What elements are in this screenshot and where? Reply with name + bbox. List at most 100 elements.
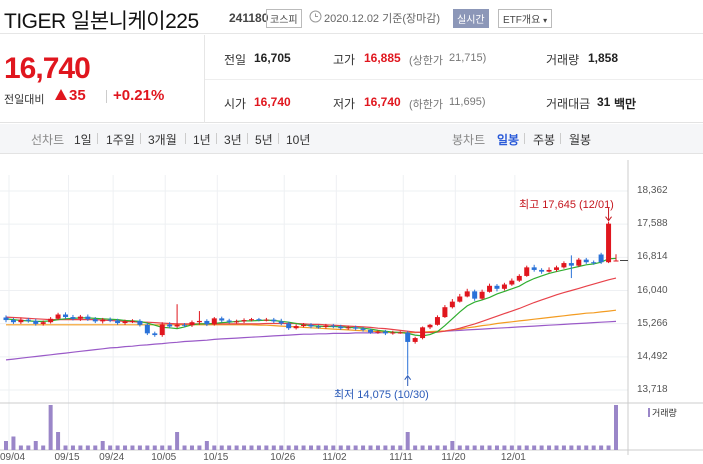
high-label: 고가	[333, 53, 356, 67]
candle-body	[48, 318, 54, 323]
volume-bar	[316, 445, 321, 450]
candle-body	[278, 321, 284, 324]
annotations	[404, 208, 628, 386]
divider	[216, 133, 217, 144]
candle-body	[360, 328, 366, 330]
candle-body	[189, 322, 195, 326]
volume-legend: 거래량	[648, 406, 677, 419]
candle-body	[63, 314, 69, 318]
candle-body	[368, 329, 374, 333]
volume-bar	[137, 445, 142, 450]
volume-bar	[465, 445, 470, 450]
y-tick-label: 17,588	[637, 218, 668, 230]
candle-body	[182, 324, 188, 326]
volume-bar	[614, 405, 618, 450]
candle-body	[487, 285, 493, 292]
period-1y[interactable]: 1년	[193, 133, 211, 147]
candle-body	[375, 331, 381, 333]
chart-grid	[0, 160, 703, 455]
candle-body	[256, 319, 262, 321]
candle-body	[434, 317, 440, 325]
y-tick-label: 18,362	[637, 185, 668, 196]
volume-bar	[70, 445, 75, 450]
candle-chart-tab[interactable]: 봉차트	[452, 133, 486, 147]
candlestick-chart[interactable]	[0, 160, 703, 464]
period-10y[interactable]: 10년	[286, 133, 311, 147]
volume-bar	[18, 445, 23, 450]
volume-bar	[584, 445, 589, 450]
up-triangle-icon	[55, 89, 67, 100]
price-panel	[0, 35, 703, 123]
etf-overview-button[interactable]: ETF개요 ▾	[498, 9, 553, 28]
divider	[560, 133, 561, 144]
upper-limit-value: 21,715)	[449, 52, 487, 64]
volume-bar	[242, 445, 247, 450]
volume-label: 거래량	[546, 53, 580, 67]
line-chart-tab[interactable]: 선차트	[31, 133, 65, 147]
volume-bar	[256, 445, 261, 450]
candle-body	[159, 324, 165, 336]
low-arrowhead	[404, 374, 412, 381]
lower-limit-value: 11,695)	[449, 96, 486, 108]
stock-name: TIGER 일본니케이225	[4, 10, 199, 33]
volume-bar	[599, 445, 604, 450]
candle-body	[70, 317, 76, 319]
divider	[185, 133, 186, 144]
candle-weekly[interactable]: 주봉	[533, 133, 556, 147]
volume-bar	[56, 432, 61, 450]
volume-legend-label: 거래량	[652, 408, 677, 418]
candle-body	[576, 259, 582, 266]
chevron-down-icon: ▾	[543, 16, 548, 25]
period-5y[interactable]: 5년	[255, 133, 273, 147]
volume-bar	[204, 441, 209, 450]
candle-body	[122, 321, 128, 324]
volume-bar	[480, 445, 485, 450]
volume-bar	[323, 445, 328, 450]
volume-bar	[160, 445, 165, 450]
period-1d[interactable]: 1일	[74, 133, 92, 147]
volume-bar	[11, 436, 16, 450]
realtime-button[interactable]: 실시간	[453, 9, 489, 28]
volume-bar	[309, 445, 313, 450]
volume-bar	[249, 445, 254, 450]
candle-body	[591, 262, 597, 264]
clock-icon	[309, 10, 322, 23]
period-1w[interactable]: 1주일	[106, 133, 135, 147]
candle-body	[286, 323, 292, 329]
candle-body	[472, 291, 478, 299]
candle-body	[457, 296, 463, 302]
candle-body	[219, 318, 225, 321]
header-bar	[0, 0, 703, 34]
low-label: 저가	[333, 97, 356, 111]
candle-body	[442, 307, 448, 318]
volume-bar	[115, 445, 120, 450]
legend-swatch	[648, 408, 650, 417]
candle-body	[10, 320, 16, 323]
candle-body	[174, 324, 180, 327]
candle-body	[568, 263, 574, 266]
candle-body	[100, 319, 106, 322]
prev-close-label: 전일	[224, 53, 247, 67]
candle-monthly[interactable]: 월봉	[569, 133, 592, 147]
volume-bar	[368, 445, 373, 450]
volume-bar	[331, 445, 336, 450]
period-3m[interactable]: 3개월	[148, 133, 177, 147]
change-value: 35	[69, 87, 86, 104]
candle-body	[613, 260, 619, 262]
candle-body	[345, 327, 351, 329]
period-3y[interactable]: 3년	[224, 133, 242, 147]
volume-bar	[413, 445, 418, 450]
ma120-line	[5, 320, 617, 361]
volume-bar	[487, 445, 492, 450]
volume-bar	[167, 445, 172, 450]
prev-close-value: 16,705	[254, 51, 291, 65]
divider	[205, 79, 703, 80]
volume-bar	[175, 432, 180, 450]
volume-bar	[390, 445, 395, 450]
divider	[204, 35, 205, 123]
candle-daily[interactable]: 일봉	[497, 133, 520, 147]
trade-value-unit: 백만	[614, 97, 637, 111]
etf-overview-label: ETF개요	[503, 15, 541, 26]
candle-body	[167, 324, 173, 327]
volume-bar	[576, 445, 581, 450]
